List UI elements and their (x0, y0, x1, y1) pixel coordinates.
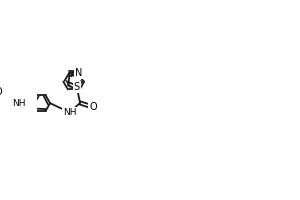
Text: S: S (74, 82, 80, 92)
Text: O: O (89, 102, 97, 112)
Text: N: N (75, 68, 82, 78)
Text: NH: NH (12, 99, 25, 108)
Text: NH: NH (63, 108, 76, 117)
Text: O: O (0, 87, 2, 97)
